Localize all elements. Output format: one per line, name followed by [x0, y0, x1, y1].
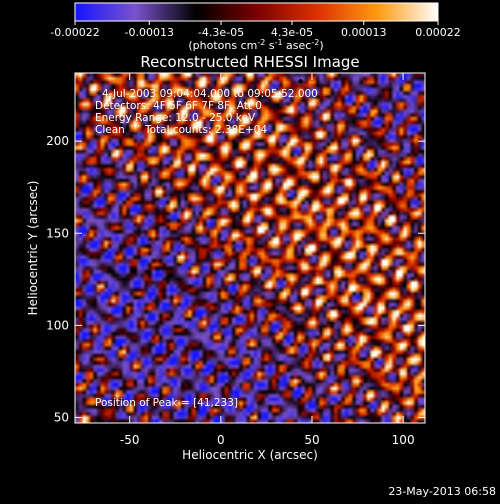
colorbar-ticks: -0.00022 -0.00013 -4.3e-05 4.3e-05 0.00013 0.… [50, 21, 461, 39]
x-tick-label: -50 [120, 433, 140, 447]
colorbar-tick-label: 4.3e-05 [271, 26, 313, 39]
colorbar-gradient [74, 2, 439, 22]
peak-marker [298, 79, 303, 84]
y-tick-label: 200 [46, 134, 69, 148]
colorbar-tick-label: 0.00022 [415, 26, 461, 39]
y-axis-ticks: 50 100 150 200 [46, 134, 425, 424]
heatmap-raster [75, 73, 425, 423]
colorbar-tick-label: -0.00013 [125, 26, 174, 39]
y-axis-label: Heliocentric Y (arcsec) [26, 181, 40, 316]
annotation-detectors: Detectors: 4F 5F 6F 7F 8F, Att 0 [95, 100, 262, 112]
x-tick-label: 100 [392, 433, 415, 447]
annotation-peak-position: Position of Peak = [41,233] [95, 397, 238, 409]
footer-date: 23-May-2013 06:58 [388, 485, 496, 498]
colorbar-tick-label: -0.00022 [50, 26, 99, 39]
x-tick-label: 0 [217, 433, 225, 447]
x-tick-label: 50 [304, 433, 319, 447]
colorbar-tick-label: 0.00013 [341, 26, 387, 39]
y-tick-label: 150 [46, 226, 69, 240]
heatmap-image [75, 73, 425, 423]
peak-dot [298, 79, 303, 84]
annotation-time-range: 4-Jul-2003 09:04:04.000 to 09:05:52.000 [102, 88, 318, 100]
chart-title: Reconstructed RHESSI Image [140, 53, 359, 71]
plot-frame [74, 72, 426, 424]
annotation-total-counts: Total counts: 2.38E+04 [144, 124, 267, 136]
annotation-method: Clean [95, 124, 125, 136]
annotation-energy-range: Energy Range: 12.0 - 25.0 keV [95, 112, 256, 124]
colorbar-tick-label: -4.3e-05 [198, 26, 244, 39]
colorbar-unit-label: (photons cm-2 s-1 asec-2) [188, 38, 323, 52]
x-axis-label: Heliocentric X (arcsec) [182, 448, 318, 462]
y-tick-label: 100 [46, 318, 69, 332]
x-axis-ticks: -50 0 50 100 [120, 73, 415, 447]
colorbar: -0.00022 -0.00013 -4.3e-05 4.3e-05 0.00013 0.… [50, 2, 461, 52]
image-annotations: 4-Jul-2003 09:04:04.000 to 09:05:52.000 … [95, 88, 318, 409]
y-tick-label: 50 [54, 410, 69, 424]
